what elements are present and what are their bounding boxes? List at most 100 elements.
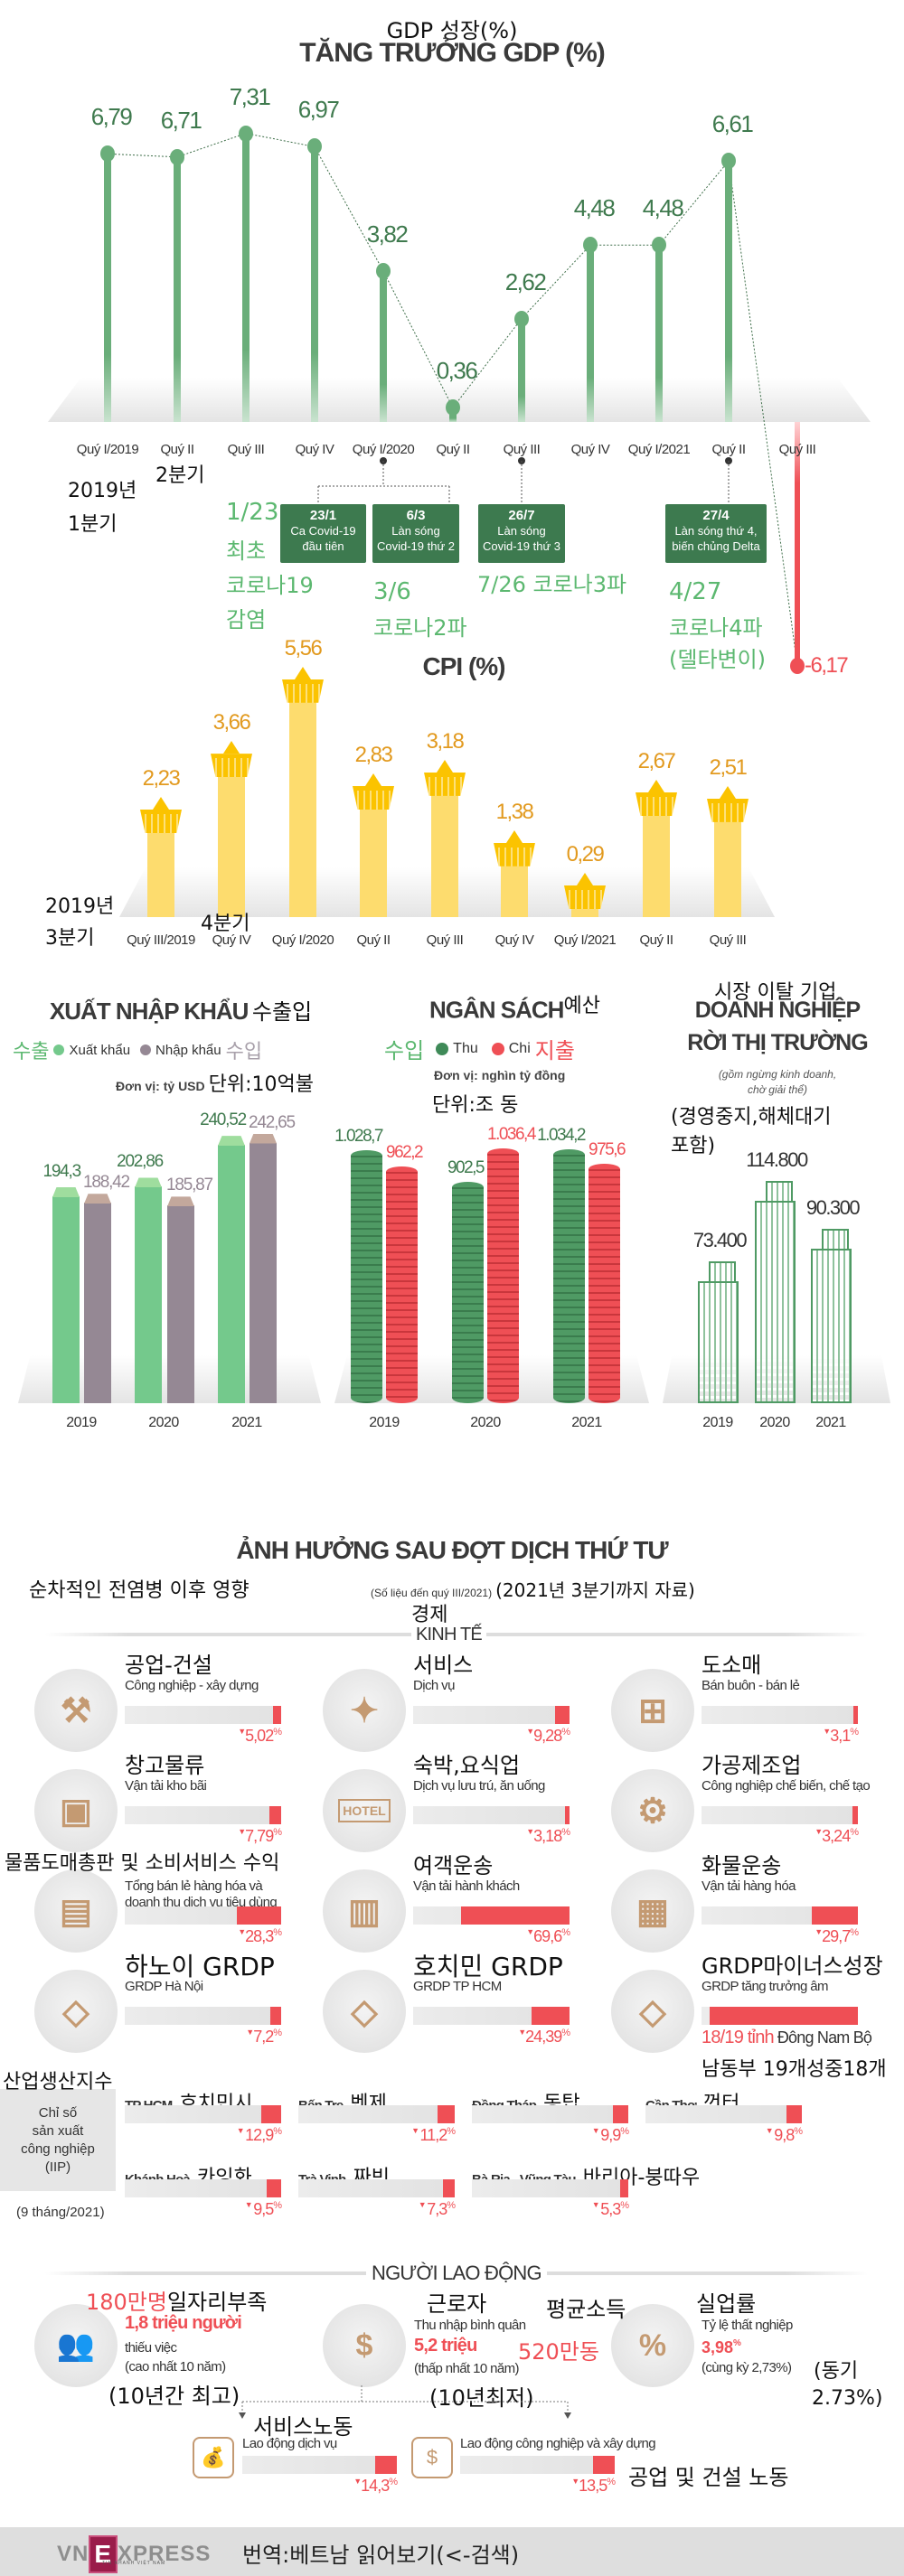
impact-bar — [413, 1906, 570, 1925]
business-value-label: 114.800 — [746, 1148, 808, 1172]
impact-value-number: 7,79 — [245, 1827, 274, 1845]
iip-value: ▼ 7,3% — [298, 2200, 456, 2219]
impact-value: ▼7,79% — [125, 1827, 282, 1846]
legend-export-label: Xuất khẩu — [69, 1042, 131, 1058]
gdp-value-label: 4,48 — [642, 194, 684, 222]
iip-bar — [298, 2105, 455, 2123]
southeast-map-icon: ◇ — [639, 1992, 666, 2031]
cpi-basket — [353, 786, 394, 810]
trade-bar — [218, 1145, 245, 1403]
train-icon: ▥ — [348, 1892, 381, 1931]
impact-value: ▼9,28% — [413, 1727, 570, 1746]
budget-coin-stack — [386, 1166, 418, 1403]
down-arrow-icon: ▼ — [236, 2126, 246, 2135]
iip-bar-fill — [619, 2179, 628, 2197]
iip-value: ▼ 12,9% — [125, 2126, 282, 2145]
impact-title-kr: 순차적인 전염병 이후 영향 — [29, 1579, 250, 1602]
labor-bar-label: Lao động công nghiệp và xây dựng — [460, 2436, 656, 2451]
event-date: 27/4 — [702, 508, 730, 523]
impact-label: Công nghiệp - xây dựng — [125, 1678, 259, 1693]
hanoi-map-icon: ◇ — [62, 1992, 89, 2031]
labor-value-number: 14,3 — [361, 2477, 390, 2495]
cpi-axis-label: Quý III — [709, 932, 747, 948]
impact-label-2: doanh thu dịch vụ tiêu dùng — [125, 1895, 278, 1910]
iip-bar-fill — [612, 2105, 628, 2123]
impact-note-label: (Số liệu đến quý III/2021) — [371, 1587, 493, 1599]
impact-icon-circle: ▥ — [323, 1869, 406, 1953]
budget-coin-stack — [589, 1163, 620, 1403]
impact-bar — [413, 1806, 570, 1824]
gdp-value-label: 6,61 — [711, 110, 754, 138]
business-value-label: 73.400 — [692, 1228, 748, 1251]
gdp-value-label: 2,62 — [504, 267, 547, 295]
cpi-translation-overlay: 2019년 — [45, 895, 115, 918]
gdp-bar — [655, 245, 663, 422]
iip-bar — [125, 2105, 281, 2123]
impact-bar-fill — [268, 1806, 281, 1824]
vnexpress-logo[interactable]: VN E XPRESS — [57, 2535, 211, 2573]
impact-bar — [702, 1806, 858, 1824]
impact-icon-circle: ◇ — [34, 1970, 118, 2053]
impact-bar-fill — [269, 2007, 281, 2025]
cpi-title: CPI (%) — [422, 652, 506, 680]
gdp-bar — [587, 245, 594, 422]
percent-sign: % — [561, 1927, 570, 1938]
hcm-map-icon: ◇ — [351, 1992, 378, 2031]
down-arrow-icon: ▼ — [418, 2200, 428, 2209]
business-building-top — [709, 1260, 736, 1283]
cpi-bar — [431, 781, 458, 917]
trade-value-label: 202,86 — [117, 1152, 164, 1172]
iip-label-kr: 산업생산지수 — [3, 2071, 113, 2094]
cpi-axis-label: Quý I/2020 — [271, 932, 334, 948]
business-axis-label: 2021 — [815, 1415, 846, 1430]
labor-bar-fill — [375, 2456, 397, 2474]
impact-bar-fill — [554, 1706, 570, 1724]
impact-value-number: 28,3 — [245, 1927, 274, 1945]
iip-bar — [645, 2105, 802, 2123]
gdp-point — [583, 237, 598, 254]
impact-value-number: 5,02 — [245, 1727, 274, 1745]
impact-bar-fill — [237, 1906, 281, 1925]
event-box: 26/7 Làn sóng Covid-19 thứ 3 — [478, 504, 565, 563]
gdp-bar — [104, 154, 111, 422]
business-note-1: (gồm ngừng kinh doanh, — [718, 1068, 837, 1081]
gdp-axis-label: Quý I/2021 — [627, 442, 691, 457]
down-arrow-icon: ▼ — [411, 2126, 420, 2135]
impact-value-provinces: 18/19 tỉnh Đông Nam Bộ — [702, 2028, 872, 2048]
impact-label: GRDP TP HCM — [413, 1979, 502, 1994]
impact-label-kr: 여객운송 — [413, 1853, 494, 1878]
impact-value: ▼3,24% — [702, 1827, 859, 1846]
underemployed-value: 1,8 triệu người — [125, 2313, 242, 2333]
underemployed-kr-text: 일자리부족 — [166, 2290, 268, 2315]
trade-bar — [250, 1142, 277, 1403]
gdp-translation-overlay: 감염 — [226, 607, 267, 632]
impact-bar-fill — [852, 1806, 858, 1824]
underemployed-line1: thiếu việc — [125, 2340, 177, 2356]
impact-icon-circle: ◇ — [611, 1970, 694, 2053]
iip-value: ▼ 11,2% — [298, 2126, 456, 2145]
impact-icon-circle: ⚒ — [34, 1669, 118, 1752]
down-arrow-icon: ▼ — [246, 2028, 254, 2037]
industry-labor-kr: 공업 및 건설 노동 — [628, 2465, 789, 2490]
unemployment-value-number: 3,98 — [702, 2338, 734, 2356]
cpi-value-label: 0,29 — [566, 842, 605, 866]
legend-revenue-label: Thu — [453, 1040, 478, 1056]
impact-value-number: 3,18 — [533, 1827, 562, 1845]
unemployment-value: 3,98% — [702, 2338, 741, 2357]
percent-sign: % — [561, 1727, 570, 1738]
business-title-2: RỜI THỊ TRƯỜNG — [687, 1030, 868, 1055]
percent-sign: % — [733, 2338, 741, 2348]
business-building — [755, 1201, 796, 1403]
trade-bar — [135, 1186, 162, 1403]
cpi-basket — [424, 772, 466, 796]
gdp-bar — [174, 156, 181, 422]
impact-label-kr: 공업-건설 — [125, 1653, 212, 1678]
impact-label-kr: 하노이 GRDP — [125, 1952, 275, 1981]
cpi-axis-label: Quý II — [639, 932, 673, 948]
gdp-translation-overlay: 코로나19 — [226, 573, 314, 598]
impact-bar — [702, 2007, 858, 2025]
iip-value-number: 12,9 — [245, 2126, 274, 2144]
income-kr2: (10년최저) — [429, 2385, 534, 2411]
percent-sign: % — [561, 1827, 570, 1838]
impact-label-kr: 화물운송 — [702, 1853, 782, 1878]
